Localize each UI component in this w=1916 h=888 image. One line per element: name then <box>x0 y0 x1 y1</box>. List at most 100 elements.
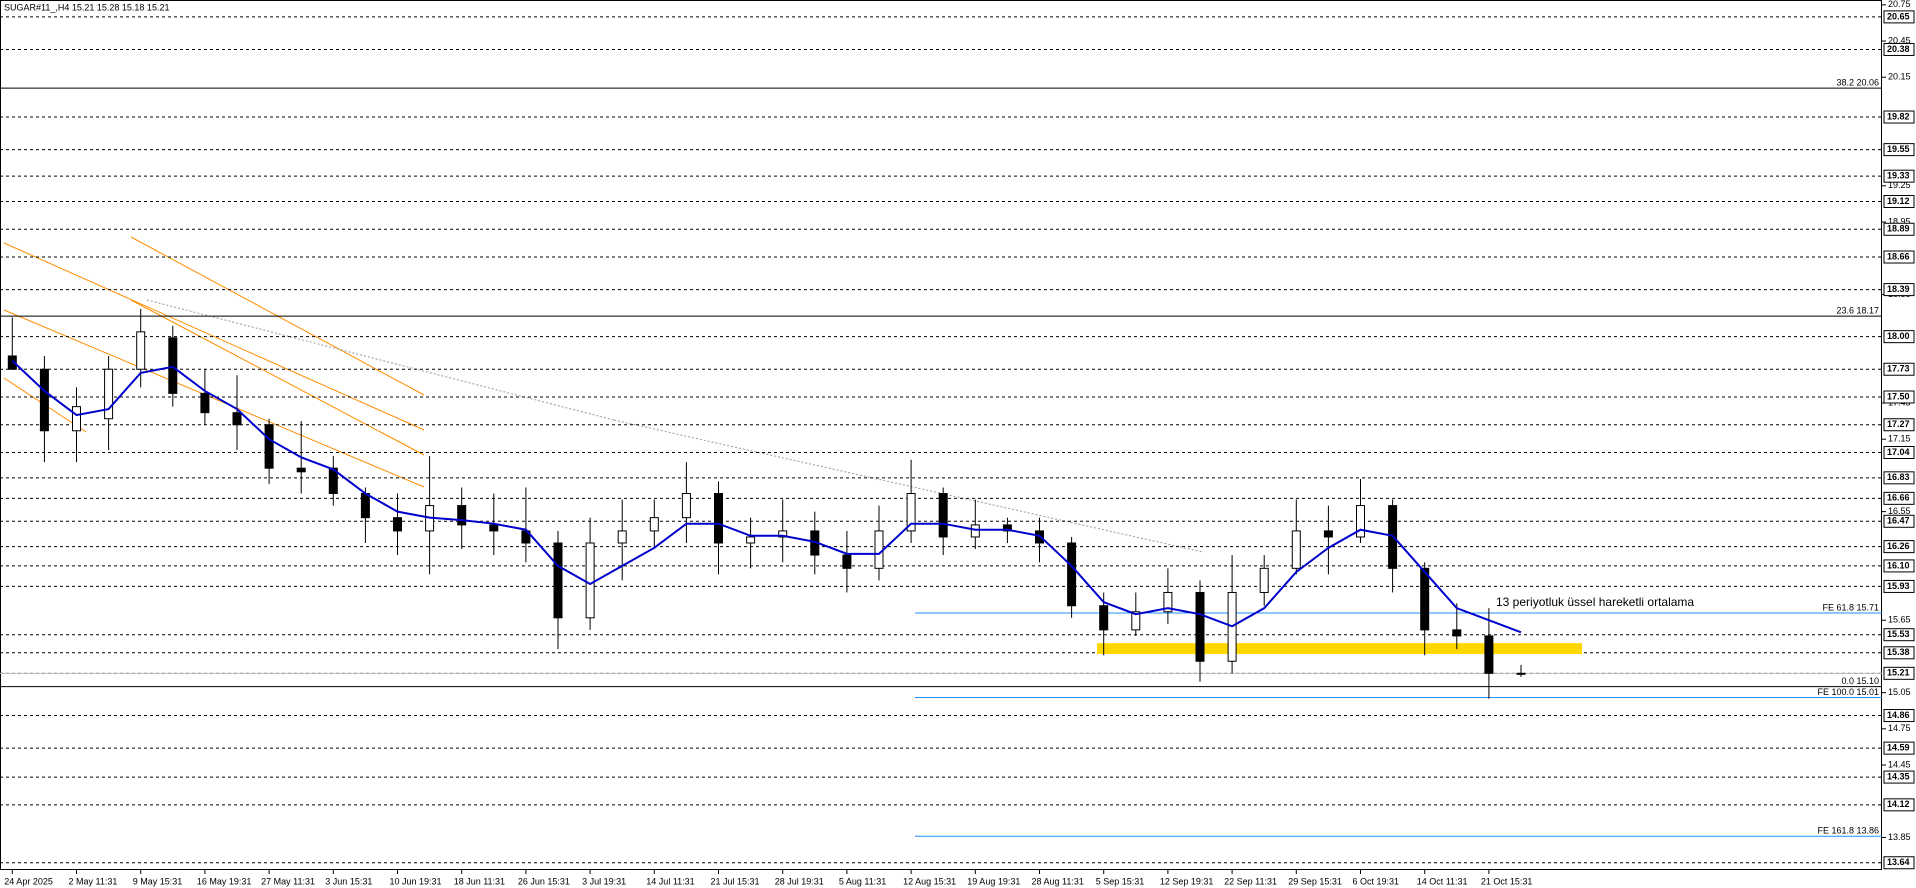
level-label-box <box>1883 10 1915 24</box>
x-tick-label: 3 Jun 15:31 <box>325 876 372 886</box>
chart-title: SUGAR#11_,H4 15.21 15.28 15.18 15.21 <box>4 2 169 12</box>
level-label: 19.55 <box>1887 144 1910 154</box>
level-label-box <box>1883 418 1915 432</box>
level-label: 15.93 <box>1887 581 1910 591</box>
level-label-box <box>1883 362 1915 376</box>
candle-body <box>1323 530 1333 538</box>
candle-body <box>489 524 499 532</box>
candle-body <box>1131 611 1141 631</box>
candle-body <box>39 368 49 432</box>
level-label-box <box>1883 283 1915 297</box>
candle-body <box>1420 567 1430 631</box>
y-tick-label: 20.45 <box>1888 35 1911 45</box>
level-label-box <box>1883 741 1915 755</box>
x-tick-label: 5 Sep 15:31 <box>1096 876 1145 886</box>
level-label-box <box>1883 143 1915 157</box>
y-tick-label: 13.85 <box>1888 832 1911 842</box>
x-tick-label: 6 Oct 19:31 <box>1353 876 1400 886</box>
ema-line <box>11 360 1522 634</box>
level-label: 16.66 <box>1887 493 1910 503</box>
channel-lines <box>3 236 425 488</box>
candle-body <box>874 530 884 569</box>
level-label-box <box>1883 390 1915 404</box>
candle-body <box>1484 635 1494 674</box>
y-tick-label: 20.15 <box>1888 72 1911 82</box>
y-tick-label: 19.25 <box>1888 180 1911 190</box>
level-label: 19.33 <box>1887 171 1910 181</box>
level-label-box <box>1883 195 1915 209</box>
x-tick-label: 26 Jun 15:31 <box>518 876 570 886</box>
level-label: 16.26 <box>1887 541 1910 551</box>
candle-body <box>457 505 467 526</box>
channel-line <box>3 242 425 431</box>
fib-label: 0.0 15.10 <box>1841 676 1879 686</box>
x-tick-label: 10 Jun 19:31 <box>390 876 442 886</box>
fe-label: FE 100.0 15.01 <box>1817 687 1879 697</box>
candle-body <box>649 517 659 532</box>
y-tick-label: 17.15 <box>1888 434 1911 444</box>
candle-body <box>1516 672 1526 675</box>
candle-body <box>1452 629 1462 637</box>
x-tick-label: 14 Oct 11:31 <box>1417 876 1468 886</box>
level-label: 15.53 <box>1887 629 1910 639</box>
level-label-box <box>1883 330 1915 344</box>
x-tick-label: 5 Aug 11:31 <box>839 876 886 886</box>
candle-body <box>970 524 980 538</box>
y-tick-label: 15.65 <box>1888 615 1911 625</box>
x-tick-label: 18 Jun 11:31 <box>454 876 505 886</box>
candle-body <box>585 542 595 619</box>
level-label-box <box>1883 559 1915 573</box>
ema-label: 13 periyotluk üssel hareketli ortalama <box>1496 595 1694 609</box>
x-tick-label: 29 Sep 15:31 <box>1288 876 1342 886</box>
level-label: 14.59 <box>1887 743 1910 753</box>
candle-body <box>617 530 627 544</box>
level-label-box <box>1883 471 1915 485</box>
candle-body <box>1259 567 1269 593</box>
candle-body <box>232 412 242 426</box>
level-label-box <box>1883 798 1915 812</box>
fib-label: 23.6 18.17 <box>1836 306 1879 316</box>
candle-body <box>714 493 723 544</box>
candle-body <box>7 355 17 370</box>
y-tick-label: 20.75 <box>1888 0 1911 9</box>
x-tick-label: 3 Jul 19:31 <box>582 876 626 886</box>
level-label-box <box>1883 666 1915 680</box>
fe-label: FE 161.8 13.86 <box>1817 826 1879 836</box>
candle-body <box>746 536 756 544</box>
level-label: 17.50 <box>1887 391 1910 401</box>
level-label-box <box>1883 169 1915 183</box>
level-label: 16.10 <box>1887 560 1910 570</box>
trend-lines <box>146 299 1204 553</box>
level-label: 14.86 <box>1887 710 1910 720</box>
candle-body <box>1291 530 1301 569</box>
x-tick-label: 28 Jul 19:31 <box>775 876 824 886</box>
candle-body <box>938 493 948 538</box>
x-tick-label: 24 Apr 2025 <box>4 876 53 886</box>
x-tick-label: 14 Jul 11:31 <box>646 876 694 886</box>
candle-body <box>681 493 691 519</box>
level-label-box <box>1883 646 1915 660</box>
level-label-box <box>1883 770 1915 784</box>
level-label-box <box>1883 250 1915 264</box>
candle-body <box>393 517 402 532</box>
x-tick-label: 28 Aug 11:31 <box>1032 876 1084 886</box>
level-label: 17.73 <box>1887 364 1910 374</box>
candle-body <box>1002 524 1012 532</box>
level-label-box <box>1883 222 1915 236</box>
x-tick-label: 19 Aug 19:31 <box>967 876 1020 886</box>
level-label: 20.65 <box>1887 11 1910 21</box>
candle-body <box>104 368 114 420</box>
candle-body <box>842 554 852 569</box>
level-label: 17.27 <box>1887 419 1910 429</box>
level-label-box <box>1883 628 1915 642</box>
level-label-box <box>1883 514 1915 528</box>
x-tick-label: 12 Aug 15:31 <box>903 876 956 886</box>
y-tick-label: 15.05 <box>1888 687 1911 697</box>
level-label: 18.00 <box>1887 331 1910 341</box>
zone <box>1097 643 1582 655</box>
level-label: 19.82 <box>1887 111 1910 121</box>
candle-body <box>778 530 788 538</box>
plot-frame <box>0 0 1882 870</box>
level-label-box <box>1883 42 1915 56</box>
fib-label: 38.2 20.06 <box>1836 77 1879 87</box>
